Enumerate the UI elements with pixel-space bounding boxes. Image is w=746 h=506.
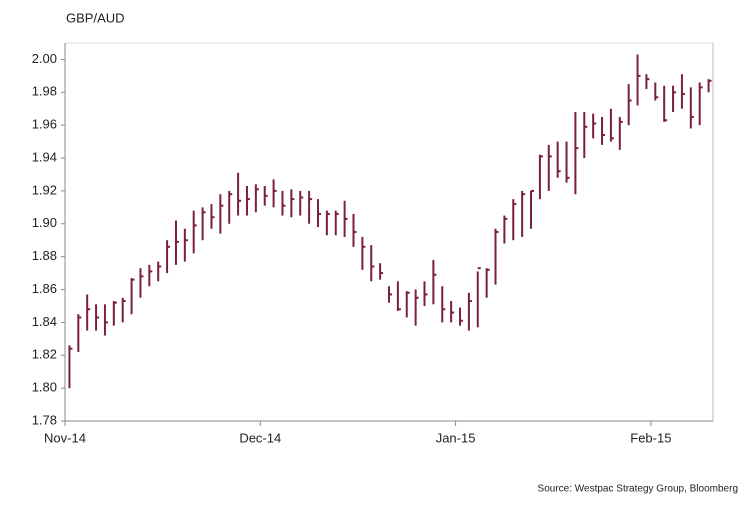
chart-title: GBP/AUD [66, 10, 125, 25]
y-tick-label: 1.78 [32, 412, 57, 427]
y-tick-label: 1.86 [32, 281, 57, 296]
y-tick-label: 1.84 [32, 314, 57, 329]
y-tick-label: 1.98 [32, 84, 57, 99]
y-tick-label: 1.96 [32, 117, 57, 132]
x-tick-label: Feb-15 [630, 430, 671, 445]
y-tick-label: 2.00 [32, 51, 57, 66]
y-tick-label: 1.92 [32, 182, 57, 197]
y-tick-label: 1.90 [32, 215, 57, 230]
y-tick-label: 1.82 [32, 347, 57, 362]
x-tick-label: Jan-15 [436, 430, 476, 445]
source-note: Source: Westpac Strategy Group, Bloomber… [538, 484, 738, 495]
y-tick-label: 1.80 [32, 380, 57, 395]
x-tick-label: Dec-14 [239, 430, 281, 445]
y-tick-label: 1.88 [32, 248, 57, 263]
x-tick-label: Nov-14 [44, 430, 86, 445]
y-tick-label: 1.94 [32, 149, 57, 164]
